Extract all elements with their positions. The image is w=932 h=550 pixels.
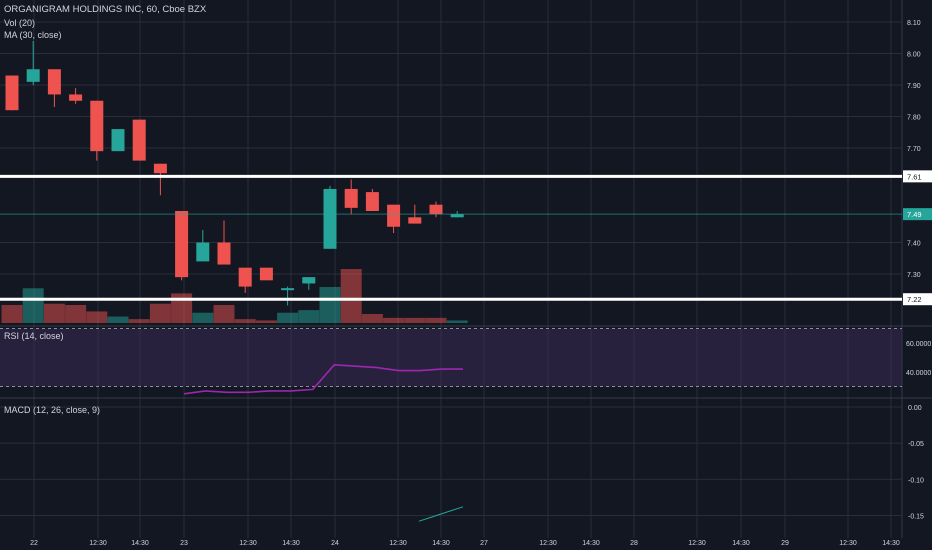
price-tick-label: 7.30	[907, 272, 921, 279]
candle-body	[365, 192, 379, 211]
candle-body	[323, 188, 337, 249]
volume-bar	[277, 312, 299, 323]
volume-bars	[1, 269, 468, 323]
time-tick-label: 14:30	[432, 540, 450, 547]
candle-body	[281, 288, 295, 291]
candle-body	[111, 129, 125, 152]
time-tick-label: 22	[30, 540, 38, 547]
macd-legend[interactable]: MACD (12, 26, close, 9)	[4, 405, 101, 415]
candle-body	[429, 204, 443, 215]
indicator-lines	[183, 363, 464, 522]
symbol-title: ORGANIGRAM HOLDINGS INC, 60, Cboe BZX	[4, 4, 207, 15]
level-price-tag	[903, 293, 932, 306]
candle-body	[302, 277, 316, 284]
macd-tick-label: -0.15	[908, 513, 924, 520]
level-price-tag	[903, 170, 932, 183]
time-tick-label: 27	[480, 540, 488, 547]
macd-tick-label: 0.00	[908, 405, 922, 412]
time-tick-label: 14:30	[582, 540, 600, 547]
axes: 8.10 8.00 7.90 7.80 7.70 7.40 7.30 60.0000 40.00…	[30, 20, 931, 547]
candle-body	[344, 188, 358, 208]
volume-bar	[361, 314, 383, 323]
volume-legend[interactable]: Vol (20)	[4, 18, 36, 28]
rsi-fill	[0, 328, 902, 387]
candle-body	[90, 100, 104, 152]
candle-body	[259, 267, 273, 281]
volume-bar	[213, 305, 235, 323]
volume-bar	[171, 293, 193, 323]
volume-bar	[65, 305, 87, 323]
time-tick-label: 12:30	[239, 540, 257, 547]
time-tick-label: 12:30	[539, 540, 557, 547]
volume-bar	[22, 288, 44, 323]
volume-bar	[149, 303, 171, 323]
volume-bar	[192, 312, 214, 323]
time-tick-label: 14:30	[282, 540, 300, 547]
last-price-label: 7.49	[907, 210, 922, 219]
macd-line	[418, 506, 464, 522]
time-tick-label: 12:30	[688, 540, 706, 547]
macd-tick-label: -0.05	[908, 441, 924, 448]
time-tick-label: 14:30	[732, 540, 750, 547]
candle-body	[175, 211, 189, 278]
price-tick-label: 7.70	[907, 146, 921, 153]
time-tick-label: 14:30	[882, 540, 900, 547]
price-tick-label: 7.90	[907, 83, 921, 90]
candle-body	[69, 94, 83, 101]
price-tick-label: 8.10	[907, 20, 921, 27]
candle-body	[153, 163, 167, 174]
volume-bar	[319, 287, 341, 323]
candle-body	[26, 69, 40, 82]
volume-bar	[425, 317, 447, 323]
volume-bar	[86, 311, 108, 323]
level-price-label: 7.22	[907, 295, 922, 304]
rsi-band	[0, 328, 902, 387]
time-tick-label: 29	[781, 540, 789, 547]
candle-body	[196, 242, 210, 262]
volume-bar	[298, 310, 320, 323]
candlesticks	[5, 40, 464, 306]
macd-tick-label: -0.10	[908, 477, 924, 484]
rsi-tick-label: 60.0000	[906, 341, 931, 348]
volume-bar	[446, 320, 468, 323]
volume-bar	[404, 317, 426, 323]
time-axis-bg	[0, 538, 932, 550]
price-tick-label: 8.00	[907, 52, 921, 59]
volume-bar	[255, 320, 277, 323]
ma-legend[interactable]: MA (30, close)	[4, 30, 62, 40]
candle-body	[387, 204, 401, 227]
candle-body	[132, 119, 146, 161]
candle-body	[217, 242, 231, 265]
candle-body	[408, 217, 422, 224]
rsi-tick-label: 40.0000	[906, 370, 931, 377]
volume-bar	[1, 305, 23, 323]
candle-body	[450, 214, 464, 218]
volume-bar	[383, 317, 405, 323]
rsi-legend[interactable]: RSI (14, close)	[4, 331, 64, 341]
last-price-tag	[903, 208, 932, 221]
volume-bar	[107, 316, 129, 323]
price-tick-label: 7.80	[907, 115, 921, 122]
time-tick-label: 14:30	[131, 540, 149, 547]
volume-bar	[234, 319, 256, 323]
time-tick-label: 23	[180, 540, 188, 547]
horizontal-levels: 7.61 7.22 7.49	[0, 170, 932, 306]
volume-bar	[43, 303, 65, 323]
level-price-label: 7.61	[907, 172, 922, 181]
time-tick-label: 12:30	[389, 540, 407, 547]
time-tick-label: 12:30	[839, 540, 857, 547]
time-tick-label: 24	[331, 540, 339, 547]
price-tick-label: 7.40	[907, 241, 921, 248]
volume-bar	[128, 319, 150, 323]
candle-body	[47, 69, 61, 95]
time-tick-label: 12:30	[89, 540, 107, 547]
rsi-line	[183, 363, 463, 395]
candle-body	[5, 75, 19, 111]
time-tick-label: 28	[630, 540, 638, 547]
candle-body	[238, 267, 252, 287]
volume-bar	[340, 269, 362, 323]
